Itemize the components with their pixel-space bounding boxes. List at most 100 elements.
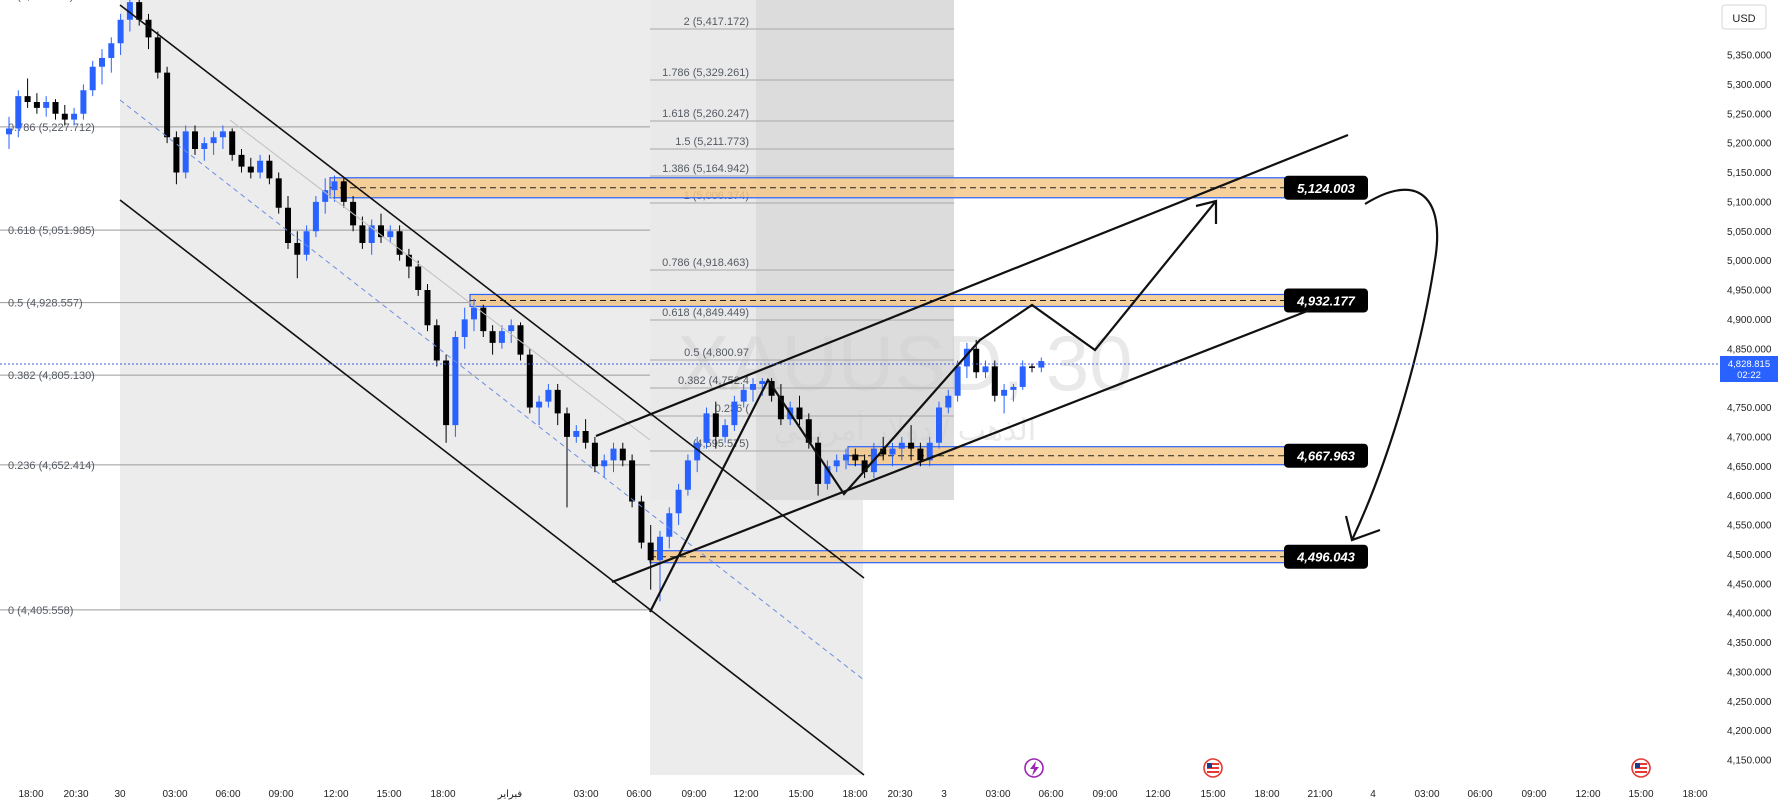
candle-body	[936, 407, 942, 443]
price-axis-tick: 5,200.000	[1727, 139, 1772, 150]
time-axis-tick: فبراير	[497, 789, 523, 800]
price-axis-tick: 5,100.000	[1727, 197, 1772, 208]
candle-body	[843, 454, 849, 461]
candle-body	[963, 348, 970, 367]
time-axis-tick: 18:00	[18, 789, 43, 800]
price-axis[interactable]: 5,350.000 5,300.000 5,250.000 5,200.000 5,15…	[1727, 51, 1772, 767]
fib-level-label: 0.786 (5,227.712)	[8, 122, 95, 134]
price-axis-tick: 4,900.000	[1727, 315, 1772, 326]
price-axis-tick: 4,150.000	[1727, 756, 1772, 767]
candle-body	[61, 113, 68, 120]
candle-body	[136, 2, 143, 20]
candle-body	[52, 102, 59, 114]
candle-body	[694, 442, 701, 461]
price-axis-tick: 4,300.000	[1727, 667, 1772, 678]
time-axis-tick: 06:00	[215, 789, 240, 800]
time-axis-tick: 06:00	[1467, 789, 1492, 800]
candle-body	[71, 113, 78, 120]
fib-ext-label: 1.386 (5,164.942)	[662, 163, 749, 175]
candle-body	[312, 201, 319, 232]
candle-body	[731, 401, 738, 426]
price-axis-tick: 4,700.000	[1727, 432, 1772, 443]
candle-body	[852, 454, 859, 461]
candle-body	[15, 96, 22, 129]
candle-body	[536, 401, 543, 408]
candle-body	[629, 460, 636, 502]
zone-price-label: 5,124.003	[1297, 181, 1356, 196]
time-axis-tick: 03:00	[573, 789, 598, 800]
time-axis-tick: 06:00	[1038, 789, 1063, 800]
candle-body	[880, 448, 887, 455]
supply-demand-zones: 5,124.003 4,932.177 4,667.963 4,496.043	[329, 175, 1368, 569]
candle-body	[675, 489, 682, 514]
candle-body	[164, 72, 171, 138]
candle-body	[768, 381, 775, 396]
candle-body	[526, 354, 533, 408]
channel-inner-line	[229, 119, 651, 441]
price-axis-tick: 4,950.000	[1727, 286, 1772, 297]
candle-body	[740, 389, 747, 402]
time-axis-tick: 12:00	[323, 789, 348, 800]
time-axis-tick: 03:00	[1414, 789, 1439, 800]
time-axis-tick: 09:00	[268, 789, 293, 800]
time-axis-tick: 30	[114, 789, 126, 800]
lightning-event-icon[interactable]	[1024, 758, 1044, 778]
fib-ext-label: 1.618 (5,260.247)	[662, 108, 749, 120]
candle-body	[33, 102, 40, 108]
time-axis-tick: 20:30	[63, 789, 88, 800]
candle-body	[926, 442, 933, 461]
time-axis-tick: 15:00	[376, 789, 401, 800]
candle-body	[591, 442, 598, 467]
candle-body	[498, 331, 505, 343]
time-axis-tick: 20:30	[887, 789, 912, 800]
candle-body	[805, 419, 812, 443]
current-price-value: 4,828.815	[1728, 359, 1770, 370]
price-axis-tick: 4,450.000	[1727, 579, 1772, 590]
zone-price-tag	[1284, 443, 1368, 468]
fib-ext-label: 0.618 (4,849.449)	[662, 307, 749, 319]
candle-body	[647, 542, 654, 561]
candle-body	[99, 57, 105, 67]
candle-body	[229, 131, 236, 155]
time-axis-tick: 06:00	[626, 789, 651, 800]
time-axis[interactable]: 18:00 20:30 30 03:00 06:00 09:00 12:00 15:00 18:…	[18, 789, 1707, 800]
time-axis-tick: 15:00	[1628, 789, 1653, 800]
candle-body	[461, 319, 468, 337]
time-axis-tick: 18:00	[1254, 789, 1279, 800]
candle-body	[712, 413, 719, 437]
candle-body	[564, 413, 570, 437]
time-axis-tick: 12:00	[1145, 789, 1170, 800]
us-flag-event-icon[interactable]	[1203, 758, 1223, 778]
zone-price-tag	[1284, 175, 1368, 200]
currency-label: USD	[1732, 13, 1755, 25]
price-axis-tick: 4,500.000	[1727, 550, 1772, 561]
candle-body	[173, 137, 180, 173]
price-path-projection	[649, 200, 1217, 613]
price-axis-tick: 4,400.000	[1727, 609, 1772, 620]
channel-upper-line	[119, 4, 865, 579]
candle-body	[424, 290, 431, 326]
candle-body	[415, 266, 422, 290]
candle-body	[554, 389, 561, 414]
candle-body	[684, 460, 691, 490]
zone-price-tag	[1284, 544, 1368, 569]
time-axis-tick: 12:00	[1575, 789, 1600, 800]
currency-box[interactable]	[1721, 4, 1767, 30]
time-axis-tick: 18:00	[430, 789, 455, 800]
candle-body	[192, 131, 198, 149]
time-axis-tick: 09:00	[1092, 789, 1117, 800]
us-flag-event-icon-2[interactable]	[1631, 758, 1651, 778]
time-axis-tick: 3	[941, 789, 947, 800]
price-axis-tick: 5,250.000	[1727, 109, 1772, 120]
candle-body	[954, 366, 961, 396]
curved-arrowhead	[1344, 515, 1381, 542]
price-axis-tick: 4,550.000	[1727, 521, 1772, 532]
fib-level-label: 0.236 (4,652.414)	[8, 460, 95, 472]
candle-body	[1019, 366, 1026, 387]
candle-body	[331, 181, 338, 191]
price-axis-tick: 4,750.000	[1727, 403, 1772, 414]
fib-level-label: 0.5 (4,928.557)	[8, 298, 83, 310]
candle-body	[945, 395, 952, 408]
